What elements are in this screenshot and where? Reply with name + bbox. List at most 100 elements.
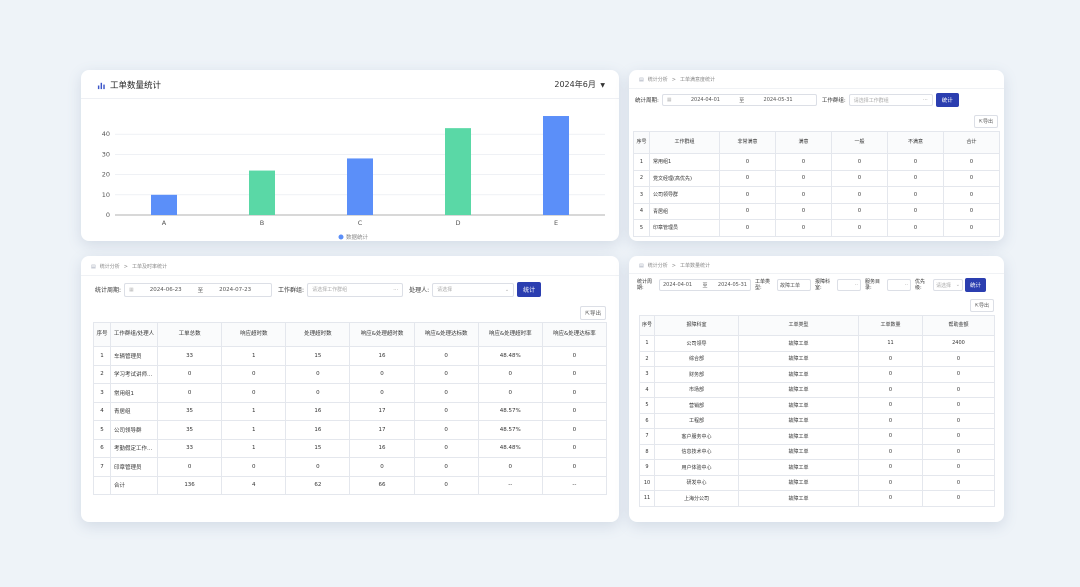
table-cell: 0	[922, 428, 995, 445]
column-header: 工单数量	[858, 315, 923, 336]
table-cell: 0	[943, 153, 1000, 171]
range-separator: 至	[739, 97, 745, 104]
ticket-count-chart-card: 工单数量统计 2024年6月 ▼ 0 10 20 30 40 A B C D E 数据统计	[81, 70, 619, 241]
export-icon: ⇱	[585, 311, 590, 317]
table-cell: 青居组	[110, 401, 158, 421]
dept-select[interactable]: ··	[837, 279, 861, 291]
table-row: 4 青居组 35 1 16 17 0 48.57% 0	[93, 401, 608, 421]
table-cell: 0	[887, 186, 944, 204]
chevron-right-icon: >	[671, 76, 676, 83]
stat-button[interactable]: 统计	[965, 278, 987, 292]
type-select[interactable]: 故障工单	[777, 279, 811, 291]
table-cell: 故障工单	[738, 412, 859, 429]
legend-marker	[338, 234, 344, 240]
table-cell: 0	[719, 153, 776, 171]
bar[interactable]	[347, 158, 373, 215]
x-tick-label: B	[260, 219, 264, 227]
timeliness-card: ▤ 统计分析 > 工单及时率统计 统计周期: ▦ 2024-06-23 至 20…	[81, 256, 619, 522]
table-cell: 车辆管理员	[110, 346, 158, 366]
table-cell: 11	[858, 335, 923, 352]
table-cell: 0	[775, 169, 832, 187]
table-cell: 0	[922, 459, 995, 476]
table-cell: 0	[831, 169, 888, 187]
breadcrumb-item: 工单满意度统计	[679, 77, 715, 83]
table-cell: 2	[93, 364, 111, 384]
table-cell: 6	[93, 438, 111, 458]
table-row: 7 印章管理员 0 0 0 0 0 0 0	[93, 457, 608, 477]
table-cell: 0	[922, 490, 995, 507]
table-cell: 公司领导群	[110, 420, 158, 440]
export-label: 导出	[978, 303, 989, 309]
legend-label[interactable]: 数据统计	[346, 233, 369, 241]
breadcrumb-item: 工单数量统计	[679, 263, 710, 269]
table-cell: 0	[541, 438, 608, 458]
month-selector[interactable]: 2024年6月 ▼	[554, 79, 605, 90]
table-cell: 学习考试讲师...	[110, 364, 158, 384]
date-range-picker[interactable]: ▦ 2024-04-01 至 2024-05-31	[661, 94, 817, 106]
table-cell: 0	[477, 457, 543, 477]
table-cell: 0	[413, 346, 479, 366]
table-row: 8 信息技术中心 故障工单 0 0	[639, 443, 995, 460]
export-button[interactable]: ⇱导出	[969, 299, 994, 312]
table-cell: 合计	[110, 475, 158, 495]
column-header: 合计	[943, 131, 1000, 154]
table-cell: 财务部	[654, 366, 739, 383]
table-cell: 0	[156, 457, 223, 477]
date-range-picker[interactable]: 2024-04-01 至 2024-05-31	[659, 279, 751, 291]
bar[interactable]	[543, 116, 569, 215]
table-cell: 故障工单	[738, 459, 859, 476]
table-cell: 0	[887, 202, 944, 220]
table-cell: 故障工单	[738, 350, 859, 367]
table-cell: 0	[858, 459, 923, 476]
column-header: 处理超时数	[285, 322, 351, 347]
table-cell: 1	[221, 346, 287, 366]
export-button[interactable]: ⇱导出	[973, 115, 998, 128]
breadcrumb-item[interactable]: 统计分析	[99, 264, 120, 270]
export-button[interactable]: ⇱导出	[580, 306, 606, 320]
period-label: 统计周期:	[637, 279, 653, 291]
chevron-down-icon: ⌄	[504, 286, 510, 293]
table-row: 3 财务部 故障工单 0 0	[639, 366, 995, 383]
table-cell: 66	[349, 475, 415, 495]
y-tick-label: 10	[102, 191, 110, 199]
y-tick-label: 0	[106, 211, 110, 219]
group-satisfaction-card: ▤ 统计分析 > 工单满意度统计 统计周期: ▦ 2024-04-01 至 20…	[629, 70, 1004, 241]
bar[interactable]	[445, 128, 471, 215]
date-range-picker[interactable]: ▦ 2024-06-23 至 2024-07-23	[124, 282, 273, 297]
table-cell: 48.48%	[477, 438, 543, 458]
chevron-right-icon: >	[123, 263, 128, 270]
dept-label: 报障科室:	[815, 279, 831, 291]
more-icon: ···	[393, 286, 399, 293]
table-cell: 0	[156, 383, 223, 403]
stat-button[interactable]: 统计	[517, 282, 542, 297]
column-header: 不满意	[887, 131, 944, 154]
column-header: 工作群组/处理人	[110, 322, 158, 347]
table-cell: 11	[639, 490, 655, 507]
stat-button[interactable]: 统计	[935, 93, 959, 107]
table-cell: 故障工单	[738, 428, 859, 445]
table-cell: 15	[285, 346, 351, 366]
bar[interactable]	[151, 194, 177, 215]
table-cell: 0	[413, 457, 479, 477]
handler-select[interactable]: 请选择 ⌄	[432, 282, 515, 297]
month-selector-label: 2024年6月	[554, 80, 596, 89]
table-cell: 0	[922, 397, 995, 414]
end-date: 2024-05-31	[763, 97, 793, 103]
table-cell: 5	[93, 420, 111, 440]
breadcrumb-item[interactable]: 统计分析	[647, 263, 668, 269]
group-select[interactable]: 请选择工作群组 ···	[307, 282, 404, 297]
table-cell: 35	[156, 401, 223, 421]
table-cell: 0	[477, 383, 543, 403]
table-cell: 0	[719, 202, 776, 220]
breadcrumb-item[interactable]: 统计分析	[647, 77, 668, 83]
group-select[interactable]: 请选择工作群组 ···	[848, 94, 933, 106]
table-row: 7 客户服务中心 故障工单 0 0	[639, 428, 995, 445]
priority-select[interactable]: 请选择 ⌄	[933, 279, 963, 291]
table-cell: 136	[156, 475, 223, 495]
export-icon: ⇱	[978, 119, 983, 125]
table-cell: 0	[922, 412, 995, 429]
catalog-select[interactable]: ··	[887, 279, 911, 291]
table-cell: 62	[285, 475, 351, 495]
bar[interactable]	[249, 170, 275, 215]
table-cell: 0	[943, 202, 1000, 220]
